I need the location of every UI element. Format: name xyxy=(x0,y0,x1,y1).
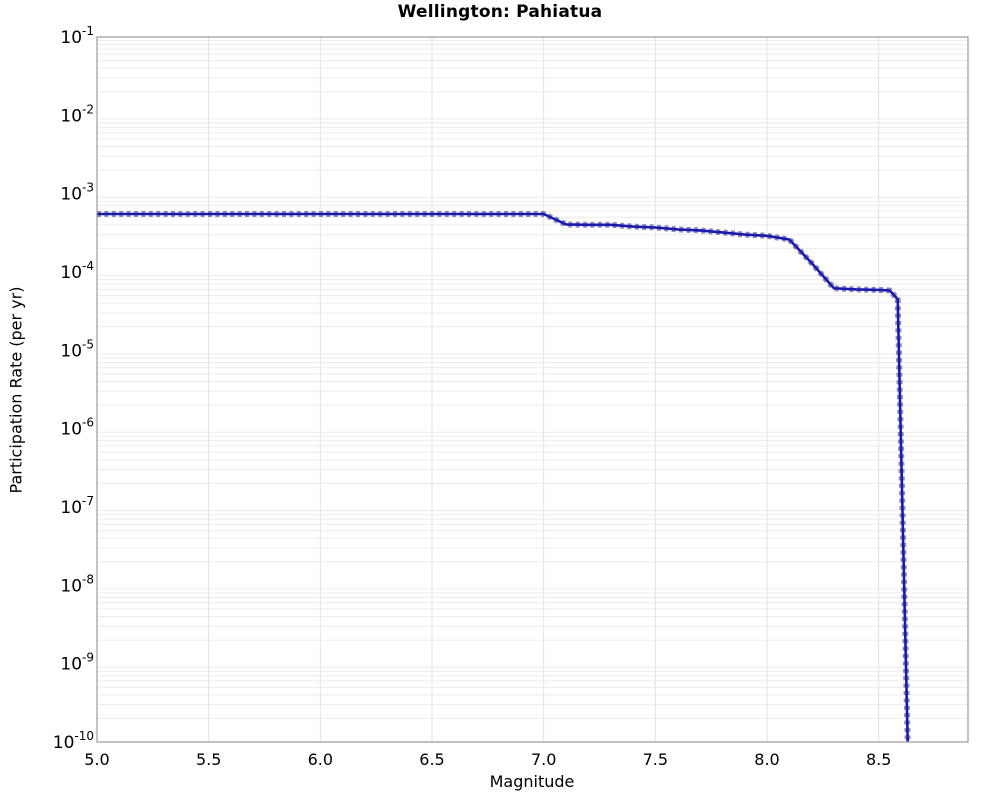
y-tick-label: 10-10 xyxy=(53,729,94,753)
x-tick-label: 6.0 xyxy=(308,750,333,769)
axis-frame xyxy=(96,36,969,743)
y-tick-label: 10-5 xyxy=(60,337,94,361)
y-tick-label: 10-2 xyxy=(60,102,94,126)
y-tick-label: 10-6 xyxy=(60,416,94,440)
y-tick-label: 10-9 xyxy=(60,651,94,675)
x-tick-label: 5.5 xyxy=(196,750,221,769)
y-tick-label: 10-7 xyxy=(60,494,94,518)
chart-title: Wellington: Pahiatua xyxy=(397,2,603,22)
y-tick-label: 10-1 xyxy=(60,24,94,48)
series-marker-dashes xyxy=(97,211,911,743)
x-tick-label: 7.0 xyxy=(531,750,556,769)
series-line xyxy=(97,212,909,743)
x-tick-label: 6.5 xyxy=(419,750,444,769)
x-tick-label: 8.5 xyxy=(866,750,891,769)
x-axis-label: Magnitude xyxy=(489,772,575,791)
y-tick-label: 10-3 xyxy=(60,181,94,205)
x-tick-label: 7.5 xyxy=(643,750,668,769)
x-tick-label: 5.0 xyxy=(84,750,109,769)
y-tick-label: 10-4 xyxy=(60,259,94,283)
y-tick-label: 10-8 xyxy=(60,572,94,596)
x-tick-label: 8.0 xyxy=(754,750,779,769)
